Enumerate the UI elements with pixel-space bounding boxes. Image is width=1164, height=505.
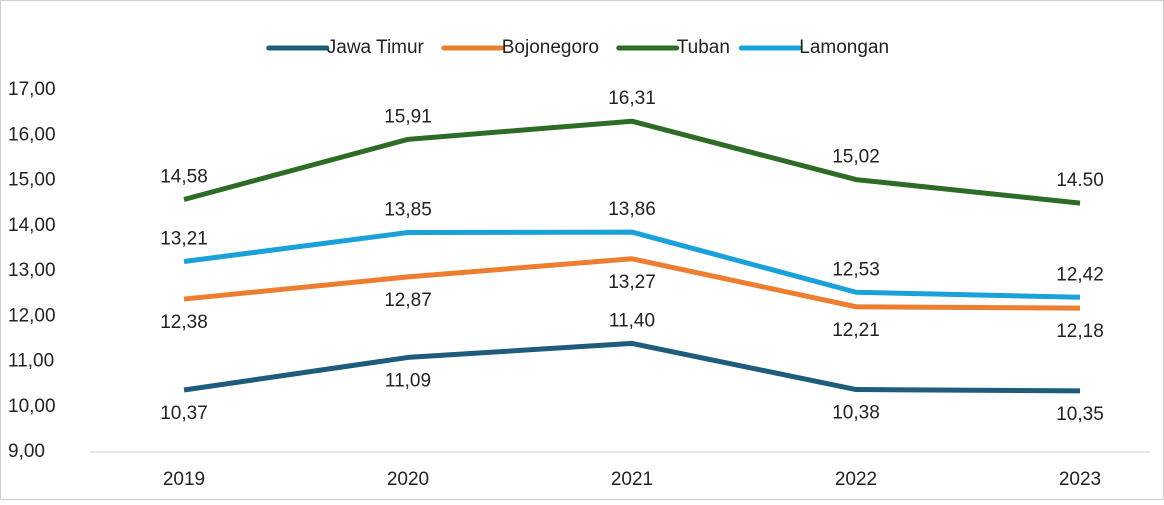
data-label: 13,85 <box>384 200 432 221</box>
x-tick-label: 2022 <box>835 469 877 490</box>
y-tick-label: 13,00 <box>8 260 56 281</box>
y-tick-label: 14,00 <box>8 215 56 236</box>
data-label: 12,38 <box>160 312 208 333</box>
legend-label: Bojonegoro <box>502 37 599 58</box>
y-tick-label: 17,00 <box>8 79 56 100</box>
x-tick-label: 2023 <box>1059 469 1101 490</box>
data-label: 15,91 <box>384 106 432 127</box>
data-label: 12,53 <box>832 259 880 280</box>
data-label: 14,58 <box>160 167 208 188</box>
series-line <box>183 340 1081 394</box>
legend-label: Jawa Timur <box>327 37 425 58</box>
data-label: 16,31 <box>608 88 656 109</box>
series-line <box>183 229 1081 300</box>
data-label: 13,27 <box>608 272 656 293</box>
legend-label: Lamongan <box>799 37 889 58</box>
data-label: 13,21 <box>160 229 208 250</box>
x-tick-label: 2019 <box>163 469 205 490</box>
data-label: 15,02 <box>832 147 880 168</box>
data-label: 14.50 <box>1056 170 1104 191</box>
data-label: 12,18 <box>1056 321 1104 342</box>
series-line <box>183 118 1081 206</box>
y-tick-label: 15,00 <box>8 170 56 191</box>
y-tick-label: 12,00 <box>8 305 56 326</box>
x-tick-label: 2021 <box>611 469 653 490</box>
data-label: 10,35 <box>1056 404 1104 425</box>
data-label: 10,37 <box>160 403 208 424</box>
data-label: 13,86 <box>608 199 656 220</box>
data-label: 11,09 <box>385 370 431 391</box>
y-tick-label: 11,00 <box>8 351 54 372</box>
data-label: 12,42 <box>1056 264 1104 285</box>
data-label: 11,40 <box>609 310 655 331</box>
data-label: 12,87 <box>384 290 432 311</box>
y-tick-label: 9,00 <box>8 441 45 462</box>
legend-label: Tuban <box>677 37 730 58</box>
series-line <box>183 256 1081 311</box>
data-label: 10,38 <box>832 403 880 424</box>
y-tick-label: 10,00 <box>8 396 56 417</box>
x-tick-label: 2020 <box>387 469 429 490</box>
data-label: 12,21 <box>832 320 880 341</box>
y-tick-label: 16,00 <box>8 124 56 145</box>
